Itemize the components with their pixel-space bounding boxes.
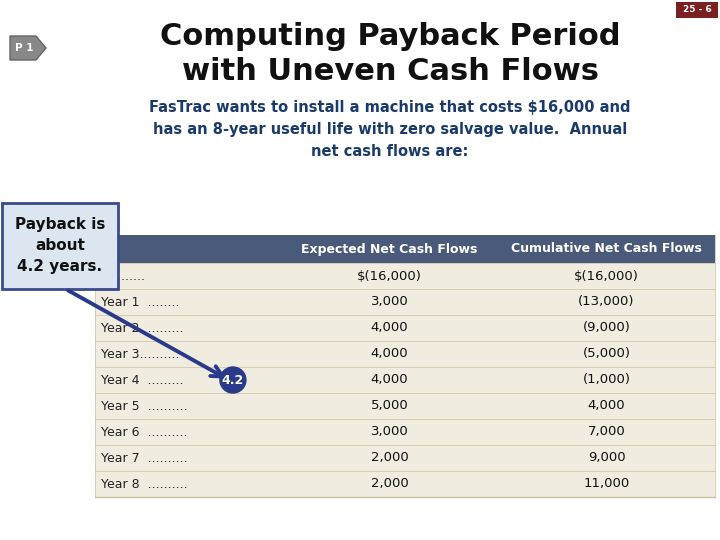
Text: with Uneven Cash Flows: with Uneven Cash Flows (181, 57, 598, 86)
Text: Cumulative Net Cash Flows: Cumulative Net Cash Flows (511, 242, 702, 255)
FancyBboxPatch shape (95, 315, 715, 341)
FancyBboxPatch shape (95, 445, 715, 471)
FancyBboxPatch shape (95, 471, 715, 497)
Text: 4.2: 4.2 (222, 374, 244, 387)
Text: Year 1  ........: Year 1 ........ (101, 295, 179, 308)
Text: Year 7  ..........: Year 7 .......... (101, 451, 188, 464)
Text: Payback is
about
4.2 years.: Payback is about 4.2 years. (15, 218, 105, 274)
Text: 4,000: 4,000 (371, 374, 408, 387)
Text: 3,000: 3,000 (371, 426, 408, 438)
FancyBboxPatch shape (676, 2, 718, 18)
FancyBboxPatch shape (95, 341, 715, 367)
FancyBboxPatch shape (95, 419, 715, 445)
FancyArrow shape (10, 36, 46, 60)
FancyBboxPatch shape (2, 203, 118, 289)
FancyBboxPatch shape (95, 289, 715, 315)
Text: Year 5  ..........: Year 5 .......... (101, 400, 188, 413)
Text: (5,000): (5,000) (582, 348, 631, 361)
Circle shape (220, 367, 246, 393)
Text: 3,000: 3,000 (371, 295, 408, 308)
Text: Year 6  ..........: Year 6 .......... (101, 426, 187, 438)
Text: 2,000: 2,000 (371, 477, 408, 490)
Text: $(16,000): $(16,000) (574, 269, 639, 282)
Text: (9,000): (9,000) (582, 321, 631, 334)
Text: 2,000: 2,000 (371, 451, 408, 464)
Text: $(16,000): $(16,000) (357, 269, 422, 282)
Text: 25 - 6: 25 - 6 (683, 5, 711, 15)
Text: 7,000: 7,000 (588, 426, 626, 438)
Text: Year 2  .........: Year 2 ......... (101, 321, 184, 334)
FancyBboxPatch shape (95, 367, 715, 393)
Text: 9,000: 9,000 (588, 451, 625, 464)
Text: 4,000: 4,000 (371, 348, 408, 361)
Text: FasTrac wants to install a machine that costs $16,000 and
has an 8-year useful l: FasTrac wants to install a machine that … (149, 100, 631, 159)
Text: .. ........: .. ........ (101, 269, 145, 282)
Text: Computing Payback Period: Computing Payback Period (160, 22, 620, 51)
Text: Expected Net Cash Flows: Expected Net Cash Flows (301, 242, 477, 255)
Text: 4,000: 4,000 (588, 400, 625, 413)
Text: Year 8  ..........: Year 8 .......... (101, 477, 188, 490)
Text: (13,000): (13,000) (578, 295, 635, 308)
Text: P 1: P 1 (14, 43, 33, 53)
Text: 11,000: 11,000 (583, 477, 629, 490)
FancyBboxPatch shape (95, 263, 715, 289)
Text: (1,000): (1,000) (582, 374, 631, 387)
Text: Year 3..........: Year 3.......... (101, 348, 179, 361)
Text: 4,000: 4,000 (371, 321, 408, 334)
Text: Year 4  .........: Year 4 ......... (101, 374, 184, 387)
FancyBboxPatch shape (95, 393, 715, 419)
FancyBboxPatch shape (95, 235, 715, 263)
Text: 5,000: 5,000 (371, 400, 408, 413)
